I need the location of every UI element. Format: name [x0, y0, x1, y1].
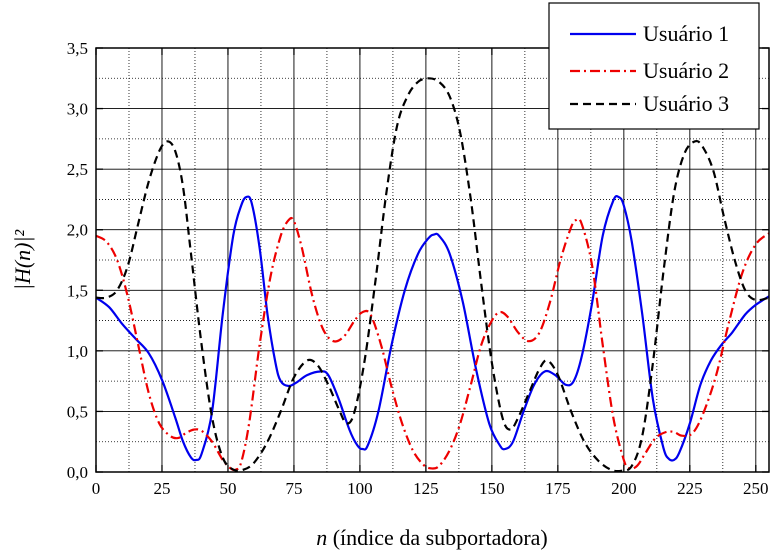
- ticks: [95, 47, 769, 473]
- y-axis-title: |H(n)|²: [10, 229, 35, 290]
- x-tick-label: 0: [92, 479, 101, 498]
- series-line-1: [95, 194, 770, 462]
- y-tick-label: 3,5: [67, 39, 88, 58]
- legend: Usuário 1 Usuário 2 Usuário 3: [548, 2, 760, 130]
- grid: [96, 48, 769, 472]
- x-tick-label: 150: [479, 479, 505, 498]
- y-tick-label: 2,5: [67, 160, 88, 179]
- x-tick-label: 25: [153, 479, 170, 498]
- x-axis-title: n (índice da subportadora): [316, 525, 548, 550]
- x-tick-label: 250: [743, 479, 769, 498]
- x-tick-label: 50: [219, 479, 236, 498]
- x-tick-label: 175: [545, 479, 571, 498]
- series-line-2: [95, 216, 770, 472]
- y-tick-label: 0,0: [67, 463, 88, 482]
- plot-border: [95, 47, 770, 473]
- legend-label-1: Usuário 1: [643, 21, 729, 46]
- x-axis-title-var: n: [316, 525, 327, 550]
- x-tick-label: 225: [677, 479, 703, 498]
- series-line-3: [95, 77, 770, 473]
- x-tick-label: 100: [347, 479, 373, 498]
- series-layer: [95, 77, 770, 473]
- y-tick-label: 3,0: [67, 100, 88, 119]
- legend-label-3: Usuário 3: [643, 91, 729, 116]
- y-tick-label: 1,5: [67, 281, 88, 300]
- x-tick-label: 125: [413, 479, 439, 498]
- x-tick-label: 75: [285, 479, 302, 498]
- tick-labels: 0 25 50 75 100 125 150 175 200 225 250 0,0 0,5 1,0 1,5…: [67, 39, 769, 498]
- y-tick-label: 0,5: [67, 402, 88, 421]
- legend-box: [548, 2, 760, 130]
- y-tick-label: 1,0: [67, 342, 88, 361]
- x-tick-label: 200: [611, 479, 637, 498]
- y-tick-label: 2,0: [67, 221, 88, 240]
- legend-label-2: Usuário 2: [643, 58, 729, 83]
- x-axis-title-rest: (índice da subportadora): [327, 525, 548, 550]
